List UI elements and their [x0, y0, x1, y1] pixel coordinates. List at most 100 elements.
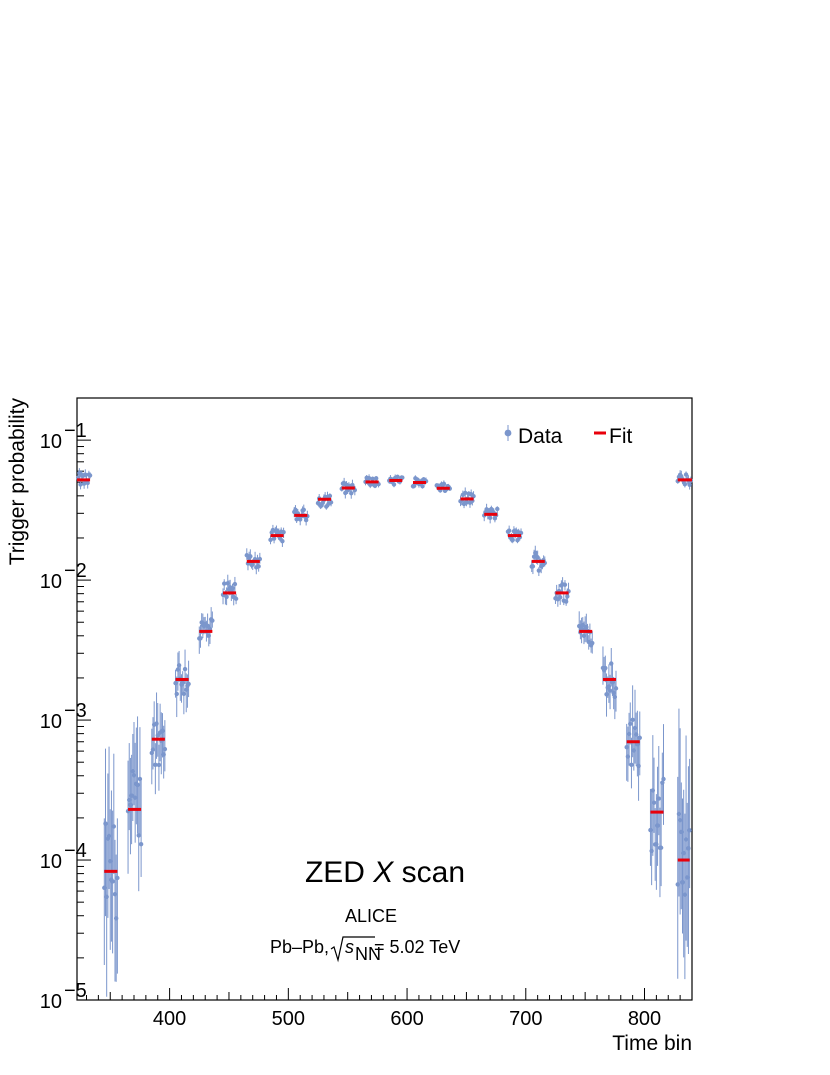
data-point	[420, 484, 425, 489]
y-tick-label: 10	[40, 991, 62, 1013]
y-tick-label: 10	[40, 431, 62, 453]
data-point	[271, 536, 277, 541]
system-label-pre: Pb–Pb,	[270, 937, 329, 957]
data-point	[280, 538, 285, 544]
data-point	[186, 681, 191, 687]
data-point	[198, 636, 203, 641]
legend: Data Fit	[504, 425, 632, 448]
legend-data-label: Data	[518, 425, 563, 448]
y-tick-label: 10	[40, 711, 62, 733]
y-tick-label: 10	[40, 851, 62, 873]
data-point	[411, 483, 417, 489]
data-point	[78, 482, 83, 487]
data-point	[656, 796, 661, 801]
data-point	[651, 800, 657, 805]
annotations: ZED X scan ALICE Pb–Pb, s NN = 5.02 TeV	[270, 856, 465, 964]
y-tick-exponent: −3	[64, 700, 87, 722]
sqrt-subscript: NN	[355, 944, 381, 964]
data-point	[210, 618, 215, 623]
data-point	[111, 824, 117, 829]
data-point	[603, 665, 608, 671]
data-point	[370, 476, 375, 481]
data-point	[487, 515, 493, 521]
data-point	[327, 493, 333, 499]
fit-series	[77, 478, 692, 873]
x-axis: 400 500 600 700 800	[85, 988, 693, 1030]
sqrt-symbol	[330, 936, 375, 963]
data-point	[395, 474, 400, 479]
experiment-label: ALICE	[345, 906, 397, 926]
data-point	[150, 747, 156, 752]
data-point	[268, 537, 273, 543]
data-point	[174, 691, 179, 697]
data-point	[391, 482, 397, 487]
x-tick-label: 600	[390, 1008, 423, 1030]
data-point	[224, 594, 229, 600]
y-axis-title: Trigger probability	[6, 398, 29, 566]
data-point	[607, 688, 613, 693]
data-point	[463, 490, 468, 496]
data-point	[372, 483, 378, 489]
data-point	[153, 762, 158, 767]
data-point	[536, 568, 542, 573]
data-point	[682, 482, 688, 487]
data-point	[85, 480, 90, 486]
data-point	[81, 481, 87, 486]
data-point	[658, 845, 664, 850]
data-point	[256, 564, 261, 569]
data-point	[628, 721, 633, 726]
data-point	[110, 879, 115, 884]
x-axis-title: Time bin	[612, 1032, 692, 1055]
x-tick-label: 400	[153, 1008, 186, 1030]
x-tick-label: 500	[272, 1008, 305, 1030]
data-point	[349, 491, 354, 496]
data-point	[518, 530, 524, 536]
data-point	[232, 581, 238, 587]
scan-title-italic: X	[372, 856, 394, 889]
scan-title-post: scan	[393, 856, 465, 889]
data-point	[661, 776, 666, 782]
data-point	[630, 717, 635, 723]
data-point	[506, 528, 512, 533]
data-point	[441, 481, 447, 487]
scan-title-pre: ZED	[305, 856, 373, 889]
data-point	[535, 555, 540, 560]
data-point	[515, 538, 520, 543]
data-point	[366, 475, 372, 481]
data-point	[233, 596, 239, 601]
data-point	[471, 493, 476, 499]
y-axis: 10−510−410−310−210−1	[40, 397, 91, 1013]
plot-frame	[76, 397, 693, 1001]
data-point	[590, 640, 595, 646]
data-point	[558, 595, 563, 600]
y-tick-exponent: −2	[64, 560, 87, 582]
y-tick-exponent: −5	[64, 980, 87, 1002]
data-point	[87, 473, 93, 478]
data-point	[182, 666, 188, 672]
data-point	[301, 507, 306, 512]
x-tick-label: 800	[628, 1008, 661, 1030]
data-point	[156, 762, 162, 768]
data-point	[495, 506, 500, 512]
data-point	[373, 476, 379, 481]
data-point	[281, 529, 286, 535]
data-point	[176, 663, 182, 668]
data-point	[181, 691, 187, 697]
data-point	[687, 828, 692, 833]
data-point	[629, 762, 634, 767]
system-label-post: = 5.02 TeV	[374, 937, 460, 957]
data-point	[510, 537, 515, 543]
y-tick-exponent: −4	[64, 840, 87, 862]
data-point	[248, 554, 253, 559]
data-point	[530, 564, 536, 569]
data-point	[138, 841, 144, 847]
legend-fit-label: Fit	[609, 425, 632, 448]
y-tick-label: 10	[40, 571, 62, 593]
data-point	[609, 661, 614, 666]
plot-frame-group	[76, 397, 693, 1001]
data-point	[293, 507, 298, 512]
data-point	[328, 500, 334, 505]
data-point	[115, 875, 120, 881]
scan-title: ZED X scan	[305, 856, 465, 889]
